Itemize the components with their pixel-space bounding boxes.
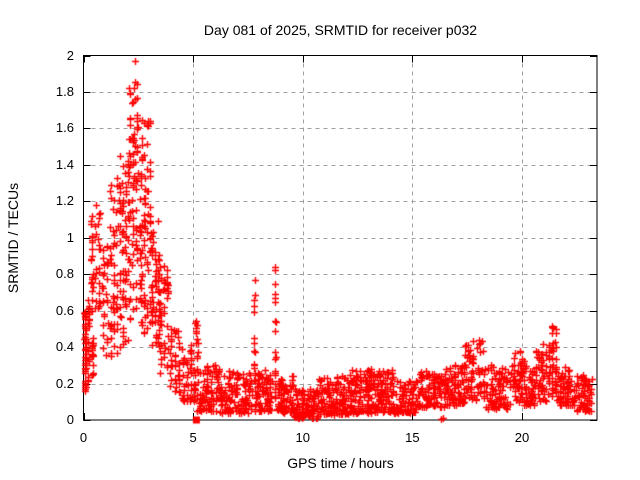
y-tick-label: 1.8 [55,83,74,99]
y-tick-label: 0 [66,412,74,427]
x-tick-label: 20 [514,430,530,445]
y-tick-label: 2 [66,47,74,63]
y-tick-label: 0.8 [55,266,74,282]
y-tick-label: 1 [66,229,74,245]
x-tick-label: 0 [79,430,88,445]
y-tick-label: 0.4 [55,339,74,355]
y-axis-label: SRMTID / TECUs [5,182,21,294]
y-tick-label: 1.4 [55,156,74,172]
y-tick-label: 0.2 [55,375,74,391]
x-tick-label: 10 [295,430,310,445]
y-tick-label: 1.2 [55,193,74,209]
x-tick-label: 5 [189,430,197,445]
x-axis-label: GPS time / hours [287,455,394,471]
y-tick-label: 1.6 [55,120,74,136]
x-tick-label: 15 [405,430,420,445]
y-tick-label: 0.6 [55,302,74,318]
